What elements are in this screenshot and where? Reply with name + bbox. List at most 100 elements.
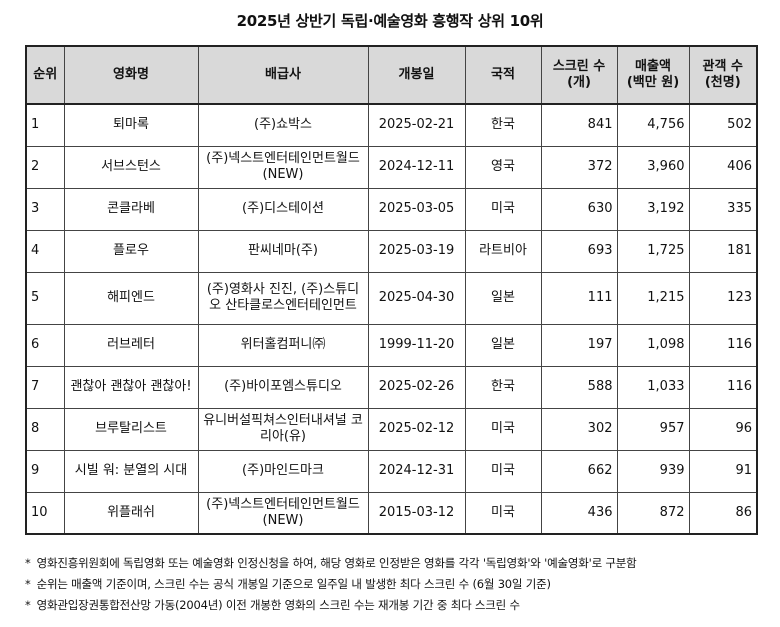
- cell-rank: 5: [25, 271, 65, 325]
- header-row: 순위 영화명 배급사 개봉일 국적 스크린 수 (개) 매출액 (백만 원) 관…: [25, 45, 758, 105]
- cell-screens: 662: [540, 449, 618, 493]
- header-distributor: 배급사: [197, 45, 369, 105]
- header-screens: 스크린 수 (개): [540, 45, 618, 105]
- cell-screens: 197: [540, 323, 618, 367]
- header-audience: 관객 수 (천명): [688, 45, 758, 105]
- cell-revenue: 872: [616, 491, 690, 535]
- cell-screens: 436: [540, 491, 618, 535]
- cell-rank: 1: [25, 103, 65, 147]
- footnotes: * 영화진흥위원회에 독립영화 또는 예술영화 인정신청을 하여, 해당 영화로 …: [25, 553, 765, 616]
- header-rank: 순위: [25, 45, 65, 105]
- cell-release: 2025-03-05: [367, 187, 466, 231]
- cell-movie: 퇴마록: [63, 103, 199, 147]
- header-audience-line2: (천명): [704, 75, 741, 90]
- footnote-marker: *: [25, 556, 31, 570]
- cell-movie: 러브레터: [63, 323, 199, 367]
- cell-revenue: 3,192: [616, 187, 690, 231]
- cell-audience: 181: [688, 229, 758, 273]
- header-audience-line1: 관객 수: [702, 59, 743, 74]
- cell-revenue: 957: [616, 407, 690, 451]
- header-country: 국적: [464, 45, 542, 105]
- cell-audience: 123: [688, 271, 758, 325]
- cell-screens: 841: [540, 103, 618, 147]
- cell-release: 2025-02-26: [367, 365, 466, 409]
- cell-country: 미국: [464, 449, 542, 493]
- cell-revenue: 1,098: [616, 323, 690, 367]
- header-screens-line2: (개): [567, 75, 591, 90]
- cell-rank: 3: [25, 187, 65, 231]
- table-row: 7 괜찮아 괜찮아 괜찮아! (주)바이포엠스튜디오 2025-02-26 한국 588 1…: [25, 365, 758, 409]
- cell-distributor: (주)넥스트엔터테인먼트월드(NEW): [197, 491, 369, 535]
- cell-movie: 서브스턴스: [63, 145, 199, 189]
- cell-distributor: 위터홀컴퍼니㈜: [197, 323, 369, 367]
- cell-distributor: (주)바이포엠스튜디오: [197, 365, 369, 409]
- table-row: 10 위플래쉬 (주)넥스트엔터테인먼트월드(NEW) 2015-03-12 미국 436…: [25, 491, 758, 535]
- cell-country: 미국: [464, 407, 542, 451]
- cell-audience: 335: [688, 187, 758, 231]
- cell-rank: 8: [25, 407, 65, 451]
- table-row: 5 해피엔드 (주)영화사 진진, (주)스튜디오 산타클로스엔터테인먼트 2025-…: [25, 271, 758, 325]
- cell-release: 2015-03-12: [367, 491, 466, 535]
- cell-rank: 4: [25, 229, 65, 273]
- cell-revenue: 1,215: [616, 271, 690, 325]
- cell-release: 2025-02-12: [367, 407, 466, 451]
- table-body: 1 퇴마록 (주)쇼박스 2025-02-21 한국 841 4,756 502 2 서브스턴스(…: [25, 103, 758, 535]
- cell-country: 미국: [464, 187, 542, 231]
- cell-audience: 406: [688, 145, 758, 189]
- footnote: * 영화관입장권통합전산망 가동(2004년) 이전 개봉한 영화의 스크린 수는…: [25, 595, 765, 616]
- cell-country: 일본: [464, 323, 542, 367]
- header-revenue-line1: 매출액: [635, 59, 671, 74]
- table-row: 4 플로우 판씨네마(주) 2025-03-19 라트비아 693 1,725 181: [25, 229, 758, 273]
- cell-country: 미국: [464, 491, 542, 535]
- cell-revenue: 1,725: [616, 229, 690, 273]
- cell-country: 영국: [464, 145, 542, 189]
- cell-movie: 플로우: [63, 229, 199, 273]
- cell-distributor: (주)쇼박스: [197, 103, 369, 147]
- cell-movie: 괜찮아 괜찮아 괜찮아!: [63, 365, 199, 409]
- footnote: * 순위는 매출액 기준이며, 스크린 수는 공식 개봉일 기준으로 일주일 내 …: [25, 574, 765, 595]
- header-revenue: 매출액 (백만 원): [616, 45, 690, 105]
- cell-revenue: 1,033: [616, 365, 690, 409]
- cell-revenue: 3,960: [616, 145, 690, 189]
- cell-screens: 372: [540, 145, 618, 189]
- cell-movie: 시빌 워: 분열의 시대: [63, 449, 199, 493]
- table-row: 1 퇴마록 (주)쇼박스 2025-02-21 한국 841 4,756 502: [25, 103, 758, 147]
- header-screens-line1: 스크린 수: [552, 59, 606, 74]
- cell-screens: 693: [540, 229, 618, 273]
- table-row: 8 브루탈리스트 유니버설픽쳐스인터내셔널 코리아(유) 2025-02-12 미국 30…: [25, 407, 758, 451]
- cell-rank: 6: [25, 323, 65, 367]
- cell-release: 2025-04-30: [367, 271, 466, 325]
- cell-rank: 9: [25, 449, 65, 493]
- table-row: 9 시빌 워: 분열의 시대 (주)마인드마크 2024-12-31 미국 662 939 9…: [25, 449, 758, 493]
- cell-release: 2024-12-11: [367, 145, 466, 189]
- header-revenue-line2: (백만 원): [626, 75, 680, 90]
- cell-movie: 콘클라베: [63, 187, 199, 231]
- cell-country: 한국: [464, 365, 542, 409]
- header-movie: 영화명: [63, 45, 199, 105]
- cell-country: 한국: [464, 103, 542, 147]
- cell-distributor: (주)마인드마크: [197, 449, 369, 493]
- cell-distributor: 유니버설픽쳐스인터내셔널 코리아(유): [197, 407, 369, 451]
- cell-release: 2024-12-31: [367, 449, 466, 493]
- cell-audience: 91: [688, 449, 758, 493]
- footnote-marker: *: [25, 598, 31, 612]
- page-title: 2025년 상반기 독립·예술영화 흥행작 상위 10위: [236, 12, 544, 30]
- cell-rank: 7: [25, 365, 65, 409]
- cell-distributor: (주)디스테이션: [197, 187, 369, 231]
- cell-distributor: (주)영화사 진진, (주)스튜디오 산타클로스엔터테인먼트: [197, 271, 369, 325]
- cell-audience: 96: [688, 407, 758, 451]
- cell-release: 1999-11-20: [367, 323, 466, 367]
- cell-release: 2025-02-21: [367, 103, 466, 147]
- cell-rank: 10: [25, 491, 65, 535]
- cell-revenue: 939: [616, 449, 690, 493]
- cell-screens: 302: [540, 407, 618, 451]
- cell-release: 2025-03-19: [367, 229, 466, 273]
- cell-audience: 116: [688, 323, 758, 367]
- footnote: * 영화진흥위원회에 독립영화 또는 예술영화 인정신청을 하여, 해당 영화로 …: [25, 553, 765, 574]
- cell-country: 일본: [464, 271, 542, 325]
- cell-rank: 2: [25, 145, 65, 189]
- cell-screens: 630: [540, 187, 618, 231]
- footnote-text: 순위는 매출액 기준이며, 스크린 수는 공식 개봉일 기준으로 일주일 내 발…: [36, 577, 551, 591]
- table-row: 2 서브스턴스 (주)넥스트엔터테인먼트월드(NEW) 2024-12-11 영국 372…: [25, 145, 758, 189]
- footnote-marker: *: [25, 577, 31, 591]
